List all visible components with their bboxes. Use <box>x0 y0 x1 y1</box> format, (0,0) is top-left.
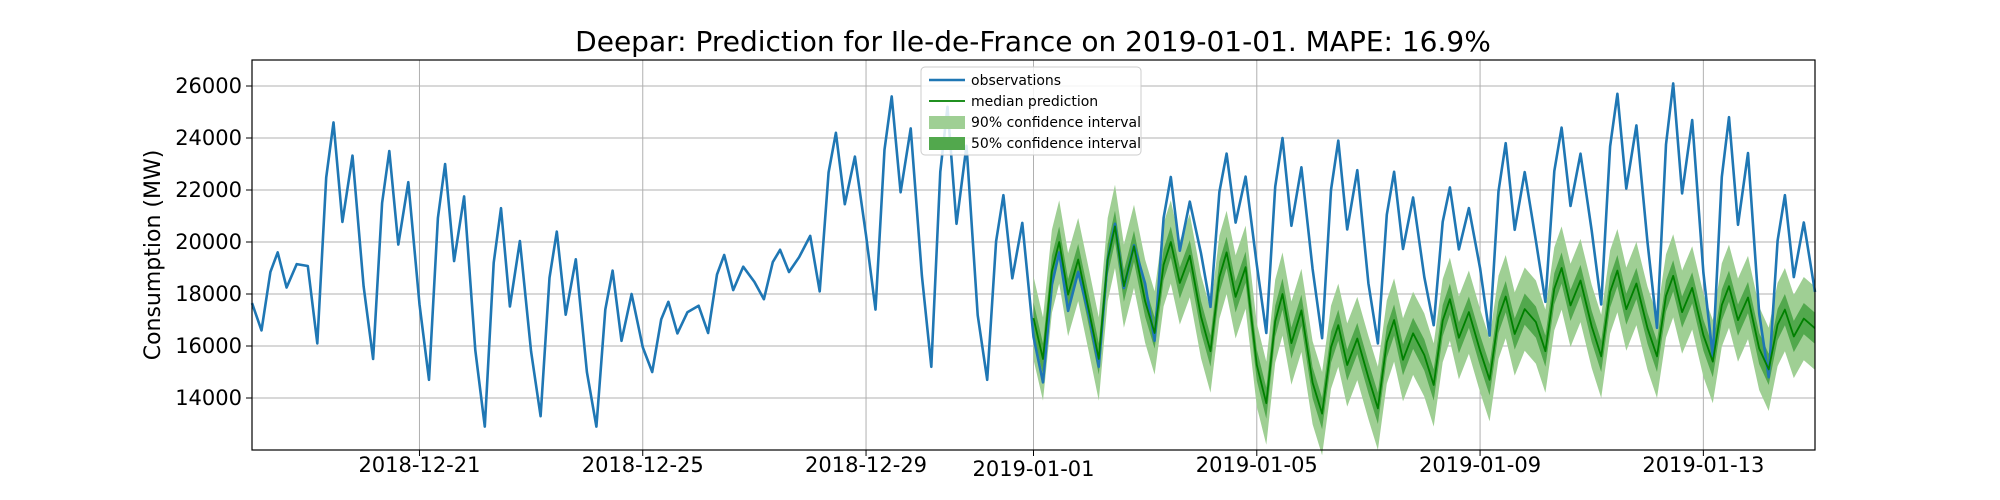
y-tick-label: 18000 <box>175 282 242 306</box>
legend-swatch <box>929 116 965 129</box>
series-lines <box>250 82 1817 428</box>
x-tick-label: 2018-12-25 <box>582 453 704 477</box>
median-prediction-line <box>1032 225 1816 415</box>
y-tick-label: 14000 <box>175 386 242 410</box>
legend-label: 50% confidence interval <box>971 136 1141 152</box>
legend-label: median prediction <box>971 94 1098 110</box>
legend-swatch <box>929 137 965 150</box>
legend-label: observations <box>971 73 1061 89</box>
legend: observations median prediction 90% confide… <box>920 66 1142 156</box>
x-tick-label: 2019-01-13 <box>1642 453 1764 477</box>
x-tick-label: 2019-01-05 <box>1196 453 1318 477</box>
observations-line <box>250 82 1817 428</box>
x-tick-label: 2019-01-09 <box>1419 453 1541 477</box>
legend-box <box>920 66 1142 156</box>
legend-label: 90% confidence interval <box>971 115 1141 131</box>
x-tick-label: 2018-12-21 <box>358 453 480 477</box>
y-axis-label: Consumption (MW) <box>141 150 166 361</box>
x-axis: 2018-12-21 2018-12-25 2018-12-29 2019-01-01… <box>358 450 1764 481</box>
y-tick-label: 24000 <box>175 126 242 150</box>
y-axis: 14000 16000 18000 20000 22000 24000 26000 <box>175 74 252 410</box>
y-tick-label: 20000 <box>175 230 242 254</box>
x-tick-label: 2019-01-01 <box>972 457 1094 481</box>
x-tick-label: 2018-12-29 <box>805 453 927 477</box>
chart-title: Deepar: Prediction for Ile-de-France on … <box>575 25 1491 58</box>
y-tick-label: 16000 <box>175 334 242 358</box>
y-tick-label: 26000 <box>175 74 242 98</box>
y-tick-label: 22000 <box>175 178 242 202</box>
